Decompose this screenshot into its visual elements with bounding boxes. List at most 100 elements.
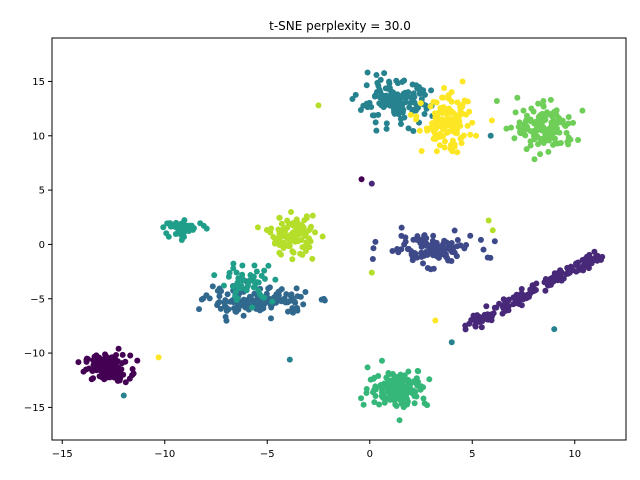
data-point <box>269 298 276 305</box>
data-point <box>433 99 440 106</box>
data-point <box>223 317 230 324</box>
data-point <box>163 230 170 237</box>
data-point <box>545 148 552 155</box>
data-point <box>443 254 450 261</box>
data-point <box>392 378 399 385</box>
data-point <box>418 383 425 390</box>
data-point <box>457 104 464 111</box>
data-point <box>512 109 519 116</box>
data-point <box>392 396 399 403</box>
data-point <box>517 128 524 135</box>
data-point <box>290 231 297 238</box>
data-point <box>272 239 279 246</box>
data-point <box>268 225 275 232</box>
data-point <box>302 288 309 295</box>
data-point <box>505 307 512 314</box>
data-point <box>122 379 129 386</box>
data-point <box>240 296 247 303</box>
x-axis-ticks: −15 −10 −5 0 5 10 <box>52 440 581 460</box>
data-point <box>220 282 227 289</box>
data-point <box>405 125 412 132</box>
data-point <box>446 95 453 102</box>
data-point <box>230 265 237 272</box>
data-point <box>221 299 228 306</box>
data-point <box>562 123 569 130</box>
data-point <box>308 223 315 230</box>
data-point <box>453 253 460 260</box>
data-point <box>566 269 573 276</box>
data-point <box>479 314 486 321</box>
data-point <box>372 386 379 393</box>
data-point <box>119 360 125 367</box>
data-point <box>83 358 90 365</box>
data-point <box>413 393 420 400</box>
data-point <box>281 242 288 249</box>
data-point <box>378 357 385 364</box>
data-point <box>190 225 197 232</box>
data-point <box>434 114 441 121</box>
data-point <box>499 310 506 317</box>
data-point <box>520 107 527 114</box>
data-point <box>547 96 554 103</box>
data-point <box>368 180 375 187</box>
data-point <box>178 237 185 244</box>
data-point <box>553 128 560 135</box>
data-point <box>233 297 240 304</box>
data-point <box>449 148 456 155</box>
data-point <box>119 351 126 358</box>
data-point <box>416 127 423 134</box>
data-point <box>535 141 542 148</box>
data-point <box>374 79 381 86</box>
data-point <box>358 395 365 402</box>
x-tick-label: 5 <box>469 449 475 460</box>
data-point <box>358 176 365 183</box>
data-point <box>531 156 538 163</box>
data-point <box>386 78 392 85</box>
data-point <box>415 368 422 375</box>
data-point <box>286 242 293 249</box>
data-point <box>286 356 293 363</box>
data-point <box>421 110 428 117</box>
data-point <box>514 94 521 101</box>
data-point <box>289 305 296 312</box>
data-point <box>369 255 376 262</box>
data-point <box>89 367 96 374</box>
data-point <box>382 95 389 102</box>
y-tick-label: 5 <box>39 186 45 197</box>
data-point <box>371 374 378 381</box>
data-point <box>281 233 288 240</box>
data-point <box>120 392 127 399</box>
data-point <box>533 134 540 141</box>
data-point <box>371 399 378 406</box>
data-point <box>505 296 512 303</box>
data-point <box>129 365 136 372</box>
data-point <box>416 84 423 91</box>
data-point <box>265 285 272 292</box>
data-point <box>385 84 392 91</box>
data-point <box>97 362 104 369</box>
data-point <box>285 220 292 227</box>
data-point <box>528 105 535 112</box>
data-point <box>299 244 306 251</box>
data-point <box>372 238 379 245</box>
data-point <box>226 269 233 276</box>
data-point <box>513 291 520 298</box>
data-point <box>474 316 481 323</box>
data-point <box>370 245 377 252</box>
data-point <box>376 401 383 408</box>
data-point <box>527 289 534 296</box>
data-point <box>421 400 428 407</box>
data-point <box>381 70 388 77</box>
data-point <box>393 383 400 390</box>
data-point <box>527 138 534 145</box>
data-point <box>420 260 426 267</box>
data-point <box>455 114 462 121</box>
data-point <box>247 277 254 284</box>
data-point <box>448 339 455 346</box>
data-point <box>126 375 133 382</box>
data-point <box>349 96 356 103</box>
data-point <box>581 261 588 268</box>
data-point <box>270 234 277 241</box>
data-point <box>557 270 564 277</box>
